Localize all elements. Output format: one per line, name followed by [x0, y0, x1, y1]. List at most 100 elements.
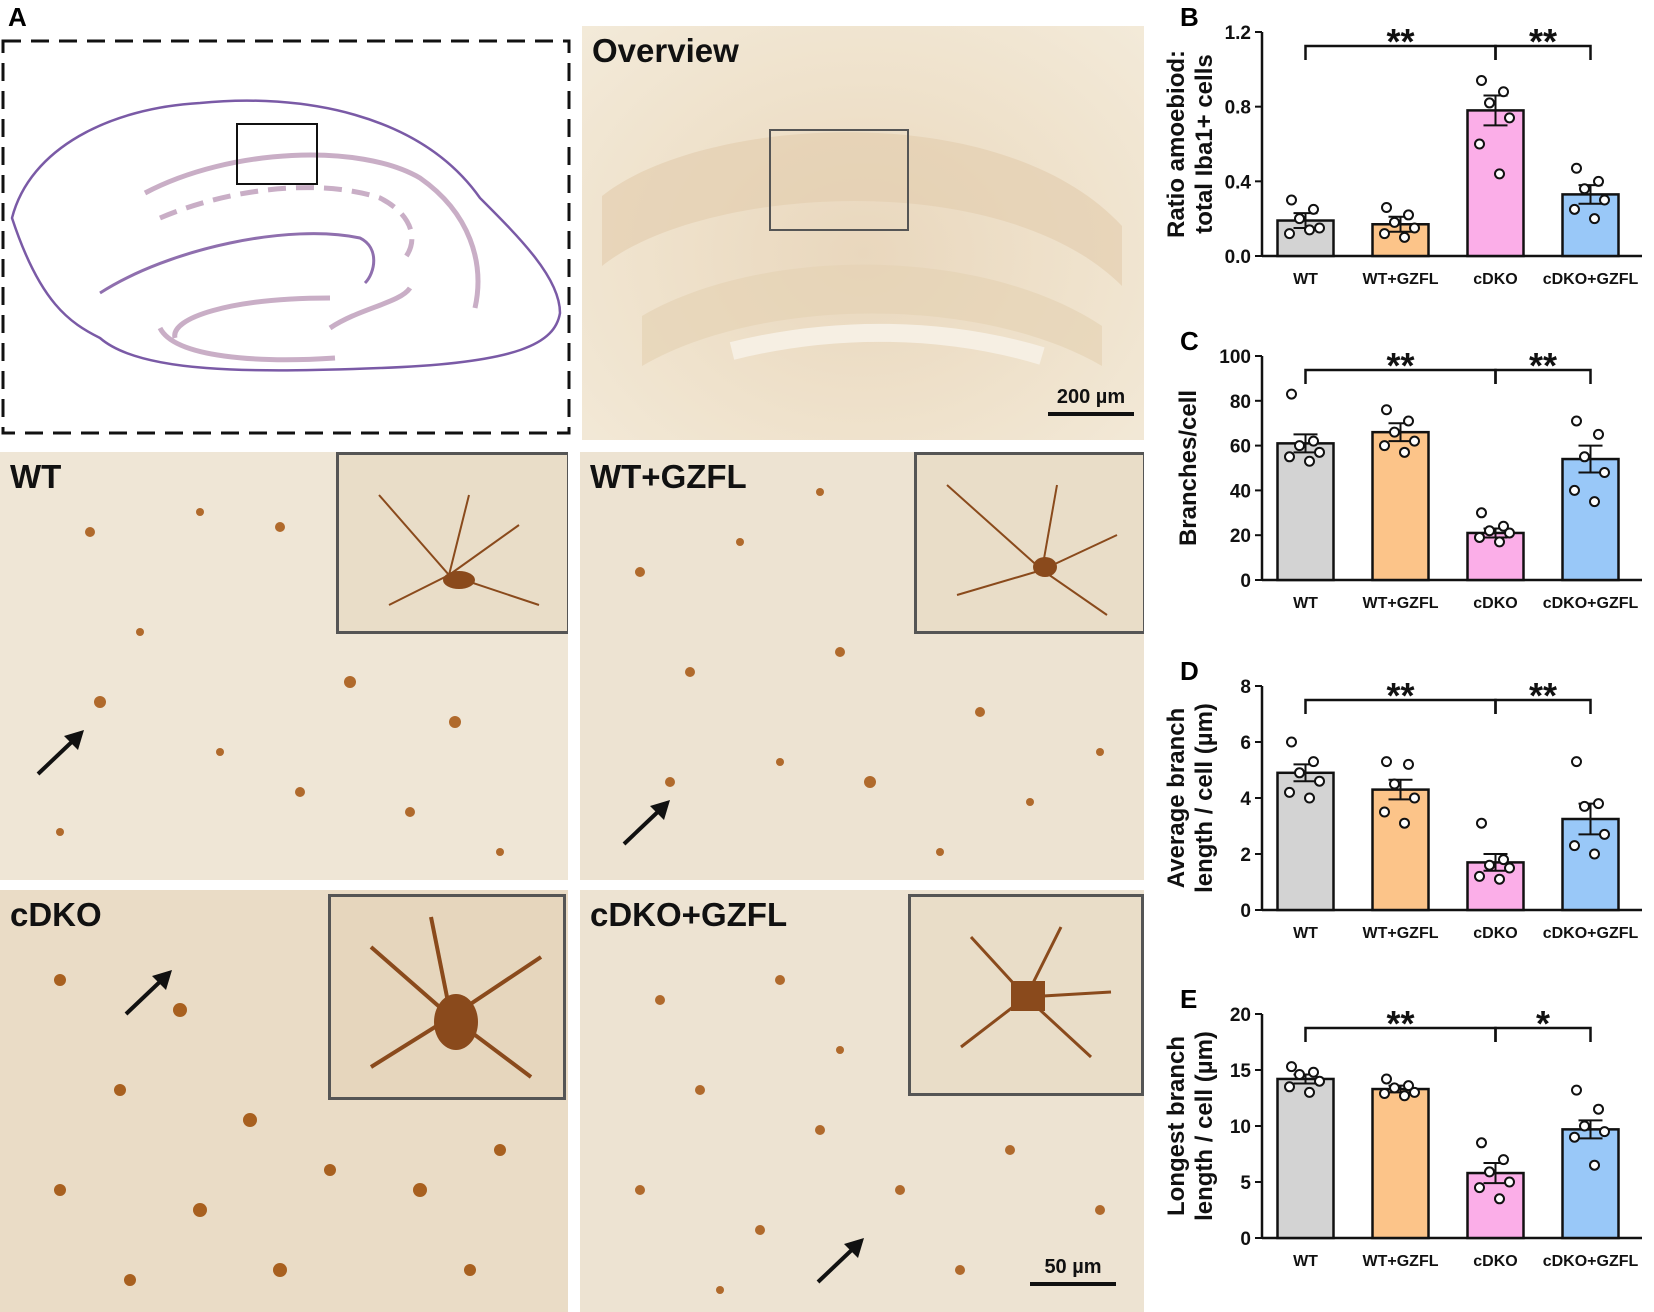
chart-d-data-point [1304, 792, 1315, 804]
overview-scale-bar: 200 µm [1048, 386, 1134, 416]
micrograph-cdkogzfl-inset [908, 894, 1144, 1096]
chart-e-data-point [1498, 1154, 1509, 1166]
chart-c-data-point [1476, 507, 1487, 519]
panel-letter-b: B [1180, 2, 1199, 32]
chart-c-bar [1371, 430, 1430, 582]
chart-d-significance-label: ** [1529, 675, 1557, 716]
dentate-bottom-line [157, 326, 336, 363]
chart-e-data-point [1589, 1159, 1600, 1171]
chart-c-y-tick-label: 0 [1240, 571, 1251, 592]
chart-e-data-point [1304, 1086, 1315, 1098]
chart-c-data-point [1286, 388, 1297, 400]
chart-d-x-tick-label: cDKO [1473, 925, 1517, 942]
overview-label: Overview [592, 32, 739, 69]
chart-e-data-point [1409, 1086, 1420, 1098]
chart-d-data-point [1403, 758, 1414, 770]
chart-c-data-point [1389, 426, 1400, 438]
chart-b-bar [1466, 109, 1525, 258]
chart-b-data-point [1294, 213, 1305, 225]
chart-d-x-tick-label: WT+GZFL [1363, 925, 1439, 942]
panel-letter-a: A [8, 2, 27, 32]
chart-b-data-point [1579, 183, 1590, 195]
chart-b-data-point [1314, 222, 1325, 234]
chart-e-data-point [1484, 1166, 1495, 1178]
chart-c-data-point [1409, 435, 1420, 447]
hippocampus-diagram [1, 39, 571, 435]
chart-c-data-point [1571, 415, 1582, 427]
chart-e-y-tick-label: 10 [1230, 1117, 1251, 1138]
chart-c-data-point [1304, 455, 1315, 467]
chart-e-data-point [1579, 1120, 1590, 1132]
chart-b-data-point [1571, 162, 1582, 174]
chart-d-data-point [1599, 828, 1610, 840]
chart-b-y-tick-label: 0.0 [1225, 247, 1251, 268]
panel-letter-e: E [1180, 984, 1198, 1014]
chart-d-data-point [1579, 800, 1590, 812]
chart-e-bar [1371, 1087, 1430, 1240]
chart-c-data-point [1314, 446, 1325, 458]
chart-d-data-point [1379, 806, 1390, 818]
chart-d-y-tick-label: 8 [1240, 677, 1251, 698]
chart-e-data-point [1569, 1131, 1580, 1143]
chart-c-bar [1561, 457, 1620, 582]
chart-c-x-tick-label: WT [1293, 595, 1318, 612]
chart-e-y-tick-label: 15 [1230, 1061, 1252, 1082]
chart-e-bar [1561, 1128, 1620, 1240]
chart-e-data-point [1403, 1080, 1414, 1092]
chart-b-data-point [1599, 194, 1610, 206]
chart-c-data-point [1593, 428, 1604, 440]
micrograph-wtgzfl-arrow-icon [622, 800, 670, 846]
chart-b-data-point [1389, 216, 1400, 228]
chart-e-significance-bracket [1494, 1026, 1592, 1042]
chart-d-y-tick-label: 6 [1240, 733, 1251, 754]
chart-c-y-tick-label: 100 [1219, 347, 1251, 368]
chart-c-significance-label: ** [1386, 345, 1414, 386]
micrograph-wtgzfl-inset [914, 452, 1144, 634]
chart-d-y-tick-label: 4 [1240, 789, 1251, 810]
dentate-inner-line [99, 232, 376, 295]
chart-e-data-point [1389, 1082, 1400, 1094]
chart-e-significance-label: ** [1386, 1003, 1414, 1044]
chart-e-data-point [1504, 1176, 1515, 1188]
chart-d-data-point [1474, 870, 1485, 882]
chart-b-data-point [1304, 224, 1315, 236]
chart-c-data-point [1284, 451, 1295, 463]
chart-b-x-tick-label: cDKO [1473, 271, 1517, 288]
chart-b-data-point [1498, 86, 1509, 98]
chart-e-data-point [1571, 1084, 1582, 1096]
roi-box [236, 123, 318, 185]
panel-letter-c: C [1180, 326, 1199, 356]
chart-b-significance-label: ** [1529, 21, 1557, 62]
chart-c-data-point [1484, 525, 1495, 537]
chart-d-y-axis-label: Average branchlength / cell (µm) [1163, 703, 1218, 893]
chart-e-data-point [1494, 1193, 1505, 1205]
micrograph-scale-text: 50 µm [1044, 1256, 1102, 1278]
chart-d-data-point [1409, 792, 1420, 804]
chart-d-data-point [1476, 817, 1487, 829]
chart-c-x-tick-label: cDKO [1473, 595, 1517, 612]
chart-c-significance-bracket [1494, 368, 1592, 384]
chart-e-y-axis-label: Longest branchlength / cell (µm) [1163, 1031, 1218, 1221]
chart-b-y-tick-label: 0.4 [1225, 172, 1252, 193]
chart-b-data-point [1379, 228, 1390, 240]
chart-d-x-tick-label: cDKO+GZFL [1543, 925, 1639, 942]
micrograph-cdko: cDKO [0, 890, 568, 1312]
chart-d-y-tick-label: 2 [1240, 845, 1251, 866]
chart-d-data-point [1314, 775, 1325, 787]
hippocampus-outline [10, 99, 562, 372]
chart-c-y-tick-label: 20 [1230, 526, 1251, 547]
chart-b-data-point [1286, 194, 1297, 206]
chart-c-data-point [1381, 404, 1392, 416]
chart-d-data-point [1504, 862, 1515, 874]
chart-d-data-point [1571, 756, 1582, 768]
chart-c-y-tick-label: 80 [1230, 392, 1251, 413]
chart-e-data-point [1294, 1068, 1305, 1080]
ca-dashed-line [159, 185, 415, 260]
chart-b-x-tick-label: cDKO+GZFL [1543, 271, 1639, 288]
chart-c-data-point [1294, 440, 1305, 452]
chart-e-y-tick-label: 5 [1240, 1173, 1251, 1194]
chart-b: 0.0 0.4 0.8 1.2 Ratio amoebiod:total Iba1+ c… [1163, 21, 1642, 288]
chart-b-data-point [1494, 168, 1505, 180]
chart-e-data-point [1593, 1103, 1604, 1115]
chart-c-data-point [1379, 440, 1390, 452]
